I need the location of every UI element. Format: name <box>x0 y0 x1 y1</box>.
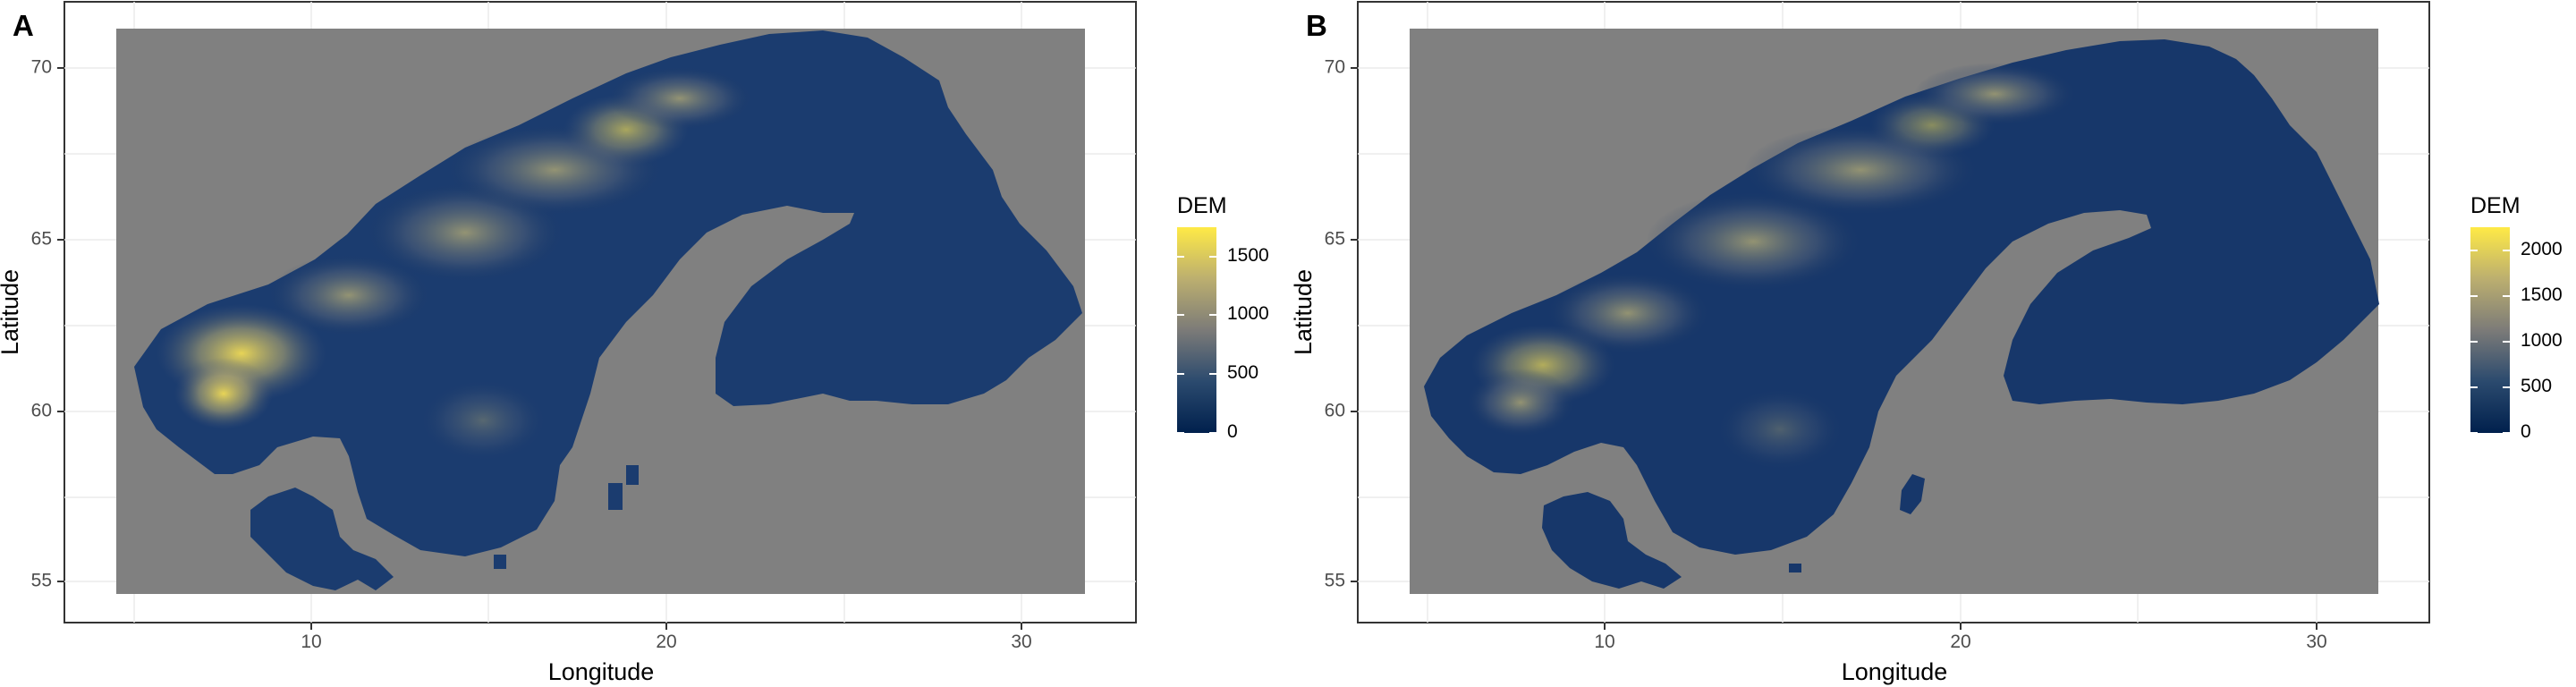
legend-tick-label: 0 <box>1227 421 1238 442</box>
legend-tick-label: 1000 <box>2521 330 2563 351</box>
colorbar <box>1177 227 1216 433</box>
x-tick-label: 10 <box>301 632 321 652</box>
y-tick-label: 70 <box>31 57 52 78</box>
x-tick-label: 30 <box>1011 632 1031 652</box>
legend-title: DEM <box>1177 193 1227 218</box>
colorbar <box>2470 227 2510 433</box>
scandinavia-landmass <box>1424 39 2379 589</box>
legend-tick-label: 500 <box>2521 376 2552 396</box>
panel-b: B 55 <box>1290 1 2563 685</box>
x-tick-label: 20 <box>1950 632 1970 652</box>
x-axis-title: Longitude <box>1842 658 1948 685</box>
legend-tick-label: 500 <box>1227 362 1258 383</box>
x-tick-label: 20 <box>656 632 676 652</box>
x-tick-label: 10 <box>1594 632 1614 652</box>
scandinavia-landmass <box>134 30 1082 590</box>
legend-tick-label: 0 <box>2521 421 2531 442</box>
legend: DEM 2000 1500 1000 500 0 <box>2470 193 2563 442</box>
legend-tick-label: 1500 <box>1227 245 1269 266</box>
y-tick-label: 60 <box>31 401 52 421</box>
panel-tag: B <box>1306 9 1327 42</box>
y-tick-label: 65 <box>1325 229 1345 250</box>
y-tick-label: 65 <box>31 229 52 250</box>
panel-tag: A <box>13 9 34 42</box>
legend: DEM 1500 1000 500 0 <box>1177 193 1269 442</box>
legend-tick-label: 1500 <box>2521 284 2563 305</box>
y-axis-title: Latitude <box>0 269 23 355</box>
y-axis: 55 60 65 70 Latitude <box>1290 57 1358 591</box>
x-tick-label: 30 <box>2306 632 2326 652</box>
legend-tick-label: 1000 <box>1227 303 1269 324</box>
y-tick-label: 70 <box>1325 57 1345 78</box>
y-tick-label: 55 <box>31 571 52 591</box>
legend-tick-label: 2000 <box>2521 239 2563 259</box>
y-tick-label: 55 <box>1325 571 1345 591</box>
panel-a: A <box>0 1 1269 685</box>
x-axis-title: Longitude <box>548 658 655 685</box>
y-tick-label: 60 <box>1325 401 1345 421</box>
y-axis-title: Latitude <box>1290 269 1317 355</box>
y-axis: 55 60 65 70 Latitude <box>0 57 64 591</box>
x-axis: 10 20 30 Longitude <box>301 623 1032 685</box>
x-axis: 10 20 30 Longitude <box>1594 623 2327 685</box>
legend-title: DEM <box>2470 193 2521 218</box>
